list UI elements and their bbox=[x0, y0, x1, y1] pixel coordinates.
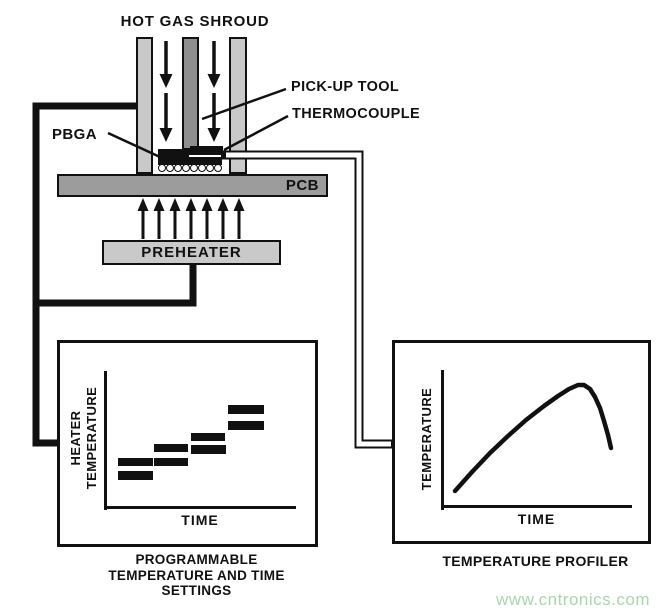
preheater-controller-wire bbox=[36, 264, 197, 307]
heater-step-bar bbox=[118, 458, 153, 466]
hot-gas-arrow-head bbox=[159, 128, 173, 142]
hot-gas-arrow-head bbox=[207, 74, 221, 88]
heater-step-bar bbox=[228, 421, 264, 430]
diagram-title: HOT GAS SHROUD bbox=[120, 13, 270, 30]
preheater-label: PREHEATER bbox=[141, 244, 242, 261]
pickup-tool bbox=[182, 37, 199, 150]
profiler-plot bbox=[452, 382, 614, 494]
heater-step-bar bbox=[191, 433, 225, 441]
settings-caption: PROGRAMMABLE TEMPERATURE AND TIME SETTIN… bbox=[108, 552, 285, 598]
profiler-x-axis bbox=[441, 505, 632, 508]
profiler-y-axis bbox=[441, 370, 444, 510]
watermark: www.cntronics.com bbox=[496, 590, 650, 609]
solder-ball bbox=[182, 164, 190, 172]
settings-x-axis bbox=[104, 506, 296, 509]
pcb-board: PCB bbox=[57, 174, 328, 197]
shroud-wall-left bbox=[136, 37, 153, 174]
hot-gas-arrow-head bbox=[159, 74, 173, 88]
hot-gas-arrow-head bbox=[207, 128, 221, 142]
profiler-caption: TEMPERATURE PROFILER bbox=[442, 553, 629, 569]
preheat-arrow-head bbox=[185, 198, 197, 211]
solder-ball bbox=[166, 164, 174, 172]
pickup-tool-label: PICK-UP TOOL bbox=[291, 79, 400, 95]
profiler-chart-border bbox=[392, 340, 651, 544]
preheat-arrow-head bbox=[233, 198, 245, 211]
solder-ball bbox=[190, 164, 198, 172]
pcb-label: PCB bbox=[285, 177, 319, 194]
settings-x-axis-label: TIME bbox=[181, 512, 219, 528]
heater-step-bar bbox=[154, 458, 188, 466]
preheat-arrow-head bbox=[169, 198, 181, 211]
solder-ball bbox=[158, 164, 166, 172]
profiler-chart: TEMPERATURE TIME bbox=[392, 340, 651, 544]
preheat-arrow-head bbox=[137, 198, 149, 211]
profile-curve bbox=[452, 382, 614, 494]
solder-ball bbox=[214, 164, 222, 172]
pbga-label: PBGA bbox=[52, 126, 97, 143]
settings-plot bbox=[57, 340, 318, 547]
shroud-wall-right bbox=[229, 37, 247, 174]
preheat-arrow-head bbox=[201, 198, 213, 211]
solder-ball bbox=[206, 164, 214, 172]
settings-chart: HEATER TEMPERATURE TIME bbox=[57, 340, 318, 547]
preheat-arrow-head bbox=[153, 198, 165, 211]
thermocouple-label: THERMOCOUPLE bbox=[292, 106, 421, 122]
thermocouple-gap bbox=[189, 155, 223, 157]
solder-ball bbox=[198, 164, 206, 172]
preheater: PREHEATER bbox=[102, 240, 281, 265]
heater-step-bar bbox=[118, 471, 153, 480]
preheat-arrow-head bbox=[217, 198, 229, 211]
thermocouple-tip bbox=[190, 146, 223, 155]
heater-step-bar bbox=[154, 444, 188, 452]
solder-balls bbox=[158, 164, 222, 173]
heater-step-bar bbox=[228, 405, 264, 414]
heater-step-bar bbox=[191, 445, 226, 454]
profiler-x-axis-label: TIME bbox=[517, 511, 556, 527]
solder-ball bbox=[174, 164, 182, 172]
